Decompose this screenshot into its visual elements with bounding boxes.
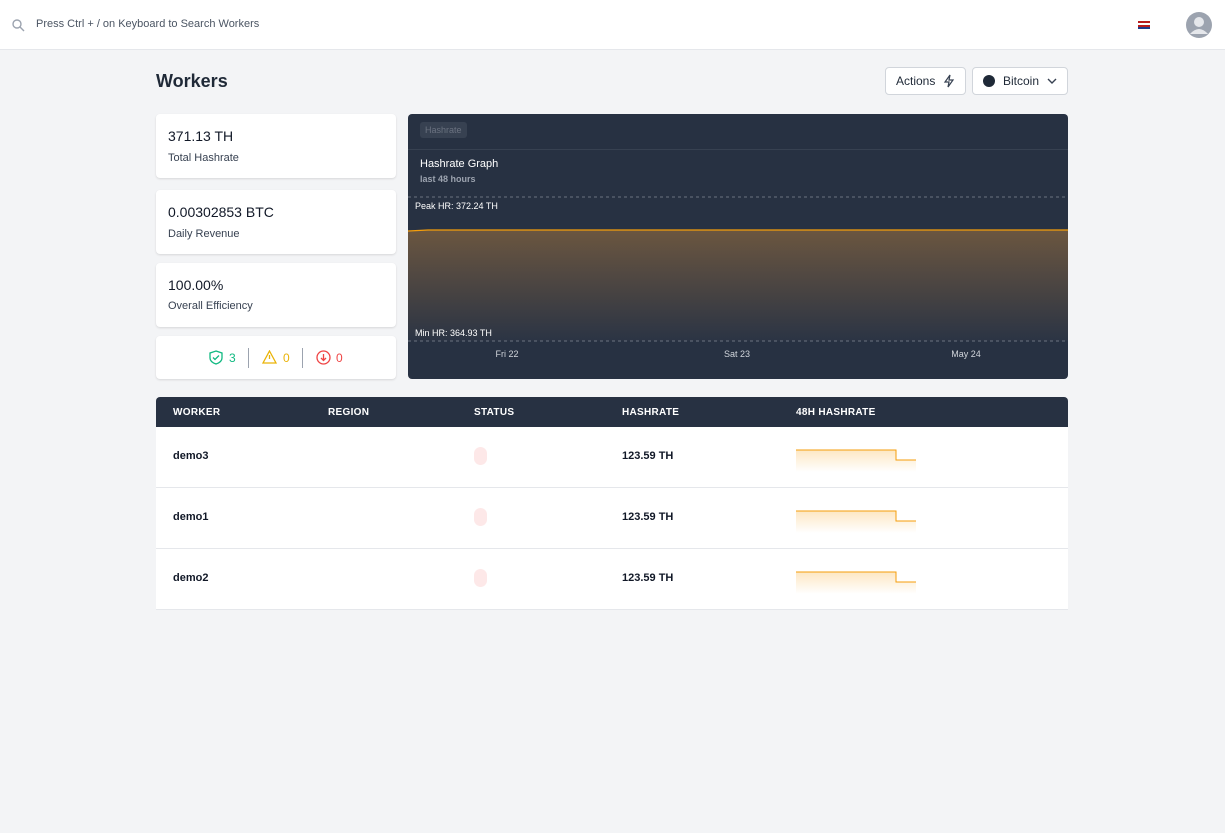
top-bar: Press Ctrl + / on Keyboard to Search Wor… (0, 0, 1225, 50)
stat-card: 371.13 TH Total Hashrate (156, 114, 396, 178)
worker-name: demo1 (173, 511, 209, 523)
stat-label: Daily Revenue (168, 228, 240, 240)
graph-subtitle: last 48 hours (420, 174, 476, 184)
chevron (1047, 78, 1057, 84)
stat-label: Overall Efficiency (168, 300, 253, 312)
offline-icon (316, 350, 331, 365)
avatar[interactable] (1186, 12, 1212, 38)
coin-icon (983, 75, 995, 87)
table-row[interactable]: demo2 123.59 TH (156, 549, 1068, 610)
divider (302, 348, 303, 368)
status-badge (474, 569, 487, 587)
language-flag[interactable] (1138, 21, 1150, 29)
stat-value: 100.00% (168, 277, 224, 293)
line (408, 229, 1068, 232)
status-badge (474, 508, 487, 526)
actions-button[interactable]: Actions (885, 67, 966, 95)
warning-icon (262, 350, 277, 364)
offline-count: 0 (336, 351, 343, 365)
graph-plot (408, 196, 1068, 342)
stat-value: 371.13 TH (168, 128, 234, 144)
column-header: REGION (328, 407, 370, 418)
stat-card: 100.00% Overall Efficiency (156, 263, 396, 327)
page-title: Workers (156, 71, 228, 91)
table-row[interactable]: demo1 123.59 TH (156, 488, 1068, 549)
x-label: May 24 (951, 349, 981, 359)
worker-hashrate: 123.59 TH (622, 450, 674, 462)
worker-name: demo2 (173, 572, 209, 584)
x-label: Sat 23 (723, 349, 751, 359)
stat-label: Total Hashrate (168, 152, 239, 164)
actions-label: Actions (896, 74, 936, 88)
sparkline (796, 571, 916, 594)
bolt-icon (944, 74, 955, 88)
search-input[interactable]: Press Ctrl + / on Keyboard to Search Wor… (36, 18, 260, 30)
sparkline (796, 510, 916, 533)
stat-card: 0.00302853 BTC Daily Revenue (156, 190, 396, 254)
online-icon (209, 350, 223, 365)
status-card: 3 0 0 (156, 336, 396, 379)
column-header: 48H HASHRATE (796, 407, 876, 418)
search-icon (12, 19, 25, 32)
area (408, 230, 1068, 341)
coin-select[interactable]: Bitcoin (972, 67, 1068, 95)
stat-value: 0.00302853 BTC (168, 204, 274, 220)
column-header: STATUS (474, 407, 515, 418)
graph-tab[interactable]: Hashrate (420, 122, 467, 138)
status-badge (474, 447, 487, 465)
divider (248, 348, 249, 368)
worker-name: demo3 (173, 450, 209, 462)
hashrate-graph: Hashrate Hashrate Graph last 48 hours Pe… (408, 114, 1068, 379)
online-count: 3 (229, 351, 236, 365)
coin-label: Bitcoin (1002, 74, 1040, 88)
column-header: WORKER (173, 407, 221, 418)
column-header: HASHRATE (622, 407, 680, 418)
min-label: Min HR: 364.93 TH (415, 328, 492, 338)
x-label: Fri 22 (495, 349, 519, 359)
divider (408, 149, 1068, 150)
table-header: WORKER REGION STATUS HASHRATE 48H HASHRA… (156, 397, 1068, 427)
warning-count: 0 (283, 351, 290, 365)
peak-label: Peak HR: 372.24 TH (415, 201, 498, 211)
sparkline (796, 449, 916, 472)
worker-hashrate: 123.59 TH (622, 572, 674, 584)
table-row[interactable]: demo3 123.59 TH (156, 427, 1068, 488)
worker-hashrate: 123.59 TH (622, 511, 674, 523)
graph-title: Hashrate Graph (420, 158, 499, 170)
